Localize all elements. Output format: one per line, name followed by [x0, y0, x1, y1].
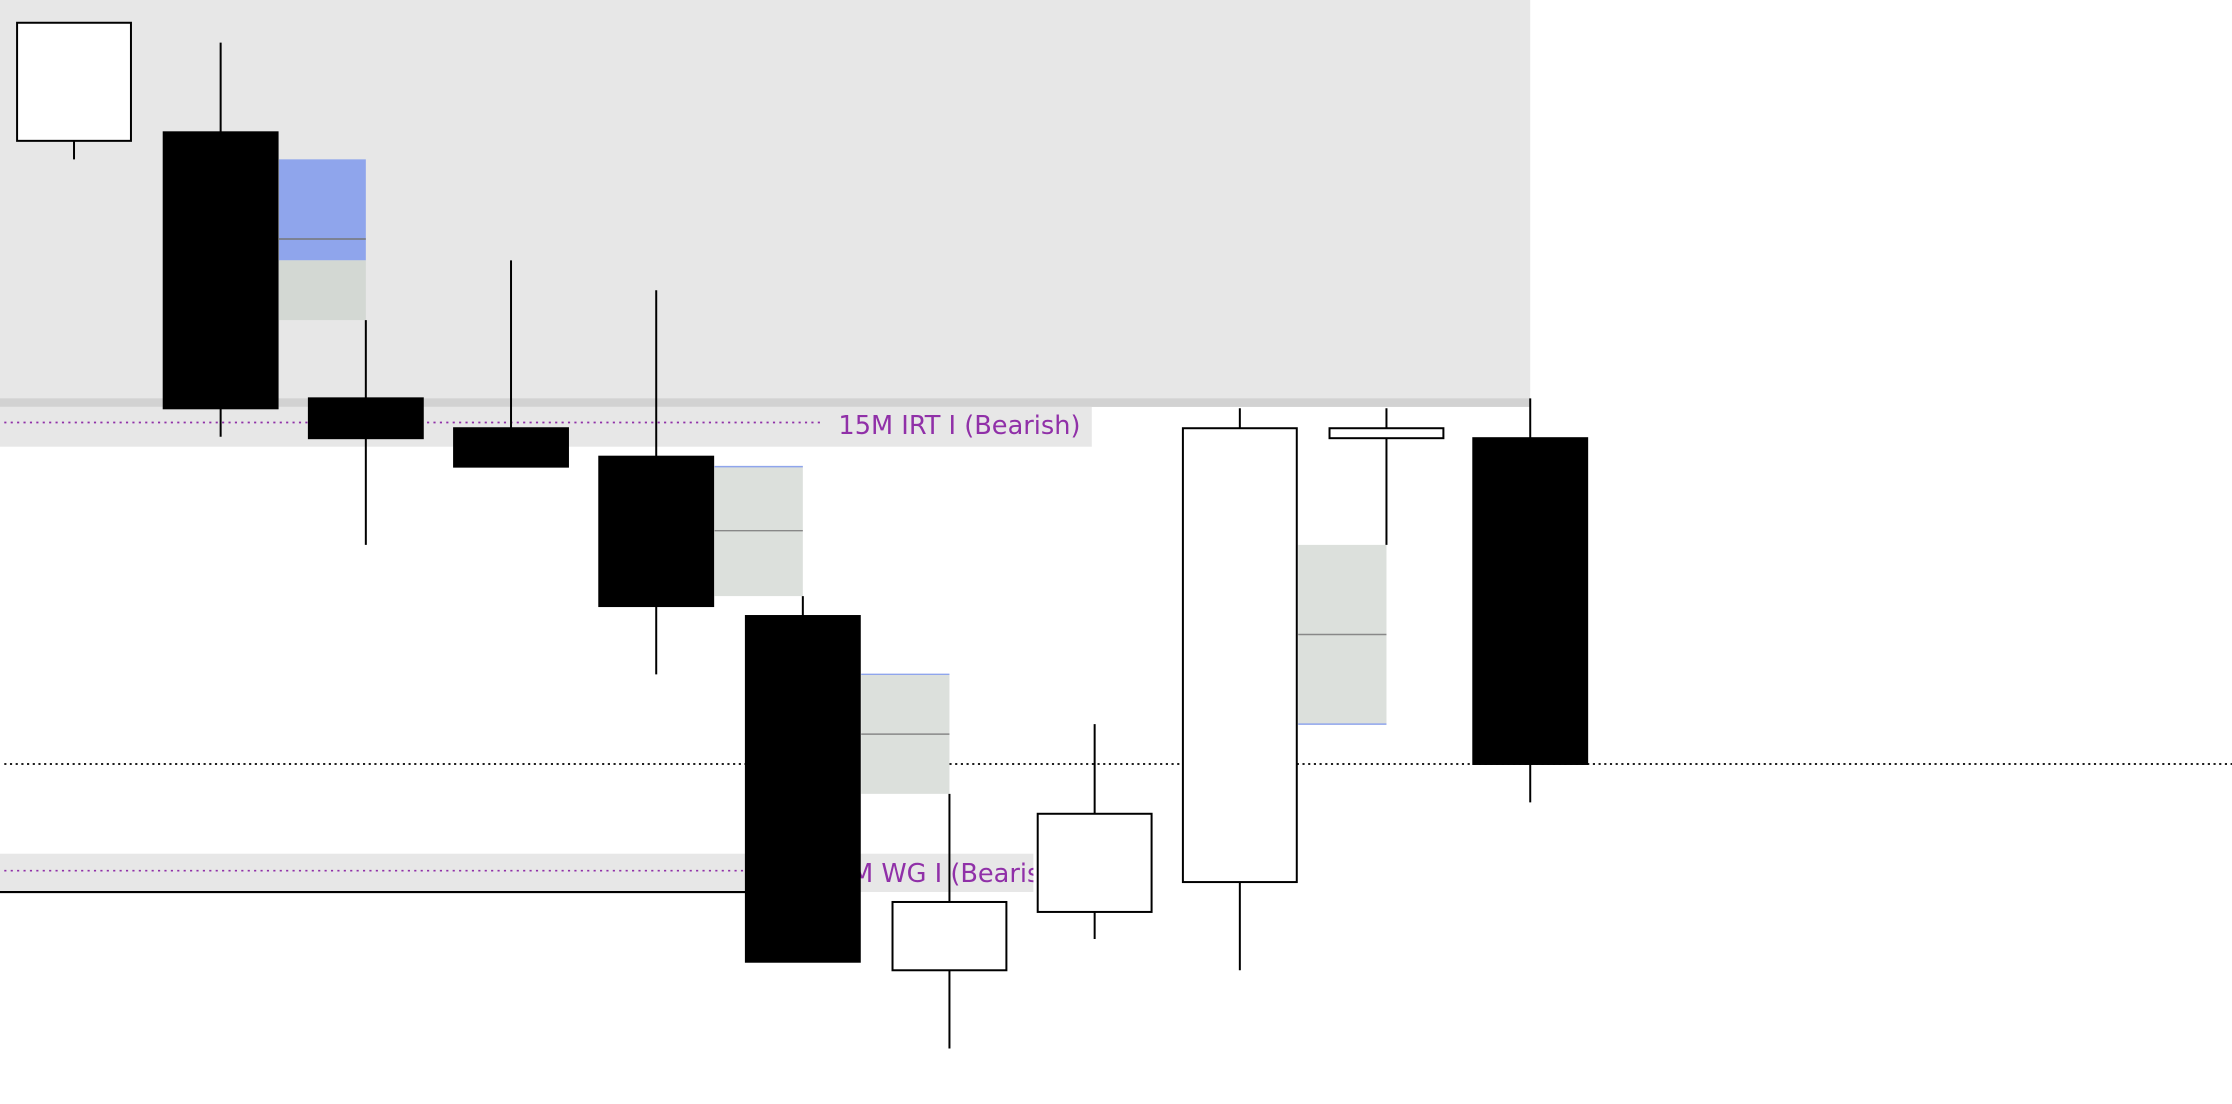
candle [598, 290, 715, 675]
candle-body [1328, 427, 1445, 440]
candle [162, 42, 279, 437]
candle [1036, 724, 1153, 939]
candle-body [1036, 812, 1153, 913]
candle-body [307, 397, 424, 440]
candle-body [162, 131, 279, 410]
candle-body [1181, 427, 1298, 884]
fvg-3 [861, 673, 950, 794]
candle [307, 320, 424, 545]
level-label-irt: 15M IRT I (Bearish) [838, 411, 1080, 441]
candle-body [744, 615, 861, 963]
candle-body [1472, 437, 1589, 765]
candle [16, 21, 132, 160]
zone-edge [0, 398, 1531, 407]
candle [744, 596, 861, 963]
candle [1328, 408, 1445, 545]
candle [1181, 408, 1298, 971]
level-band-wg [0, 853, 1034, 893]
candle-body [16, 21, 132, 142]
candle-body [453, 427, 569, 468]
fvg-4 [1298, 544, 1387, 725]
candle-body [891, 900, 1008, 972]
fvg-2 [714, 465, 803, 597]
candle [1472, 398, 1589, 803]
candle [453, 260, 569, 468]
candle [891, 793, 1008, 1049]
candle-body [598, 455, 715, 608]
fvg-1 [279, 159, 366, 321]
